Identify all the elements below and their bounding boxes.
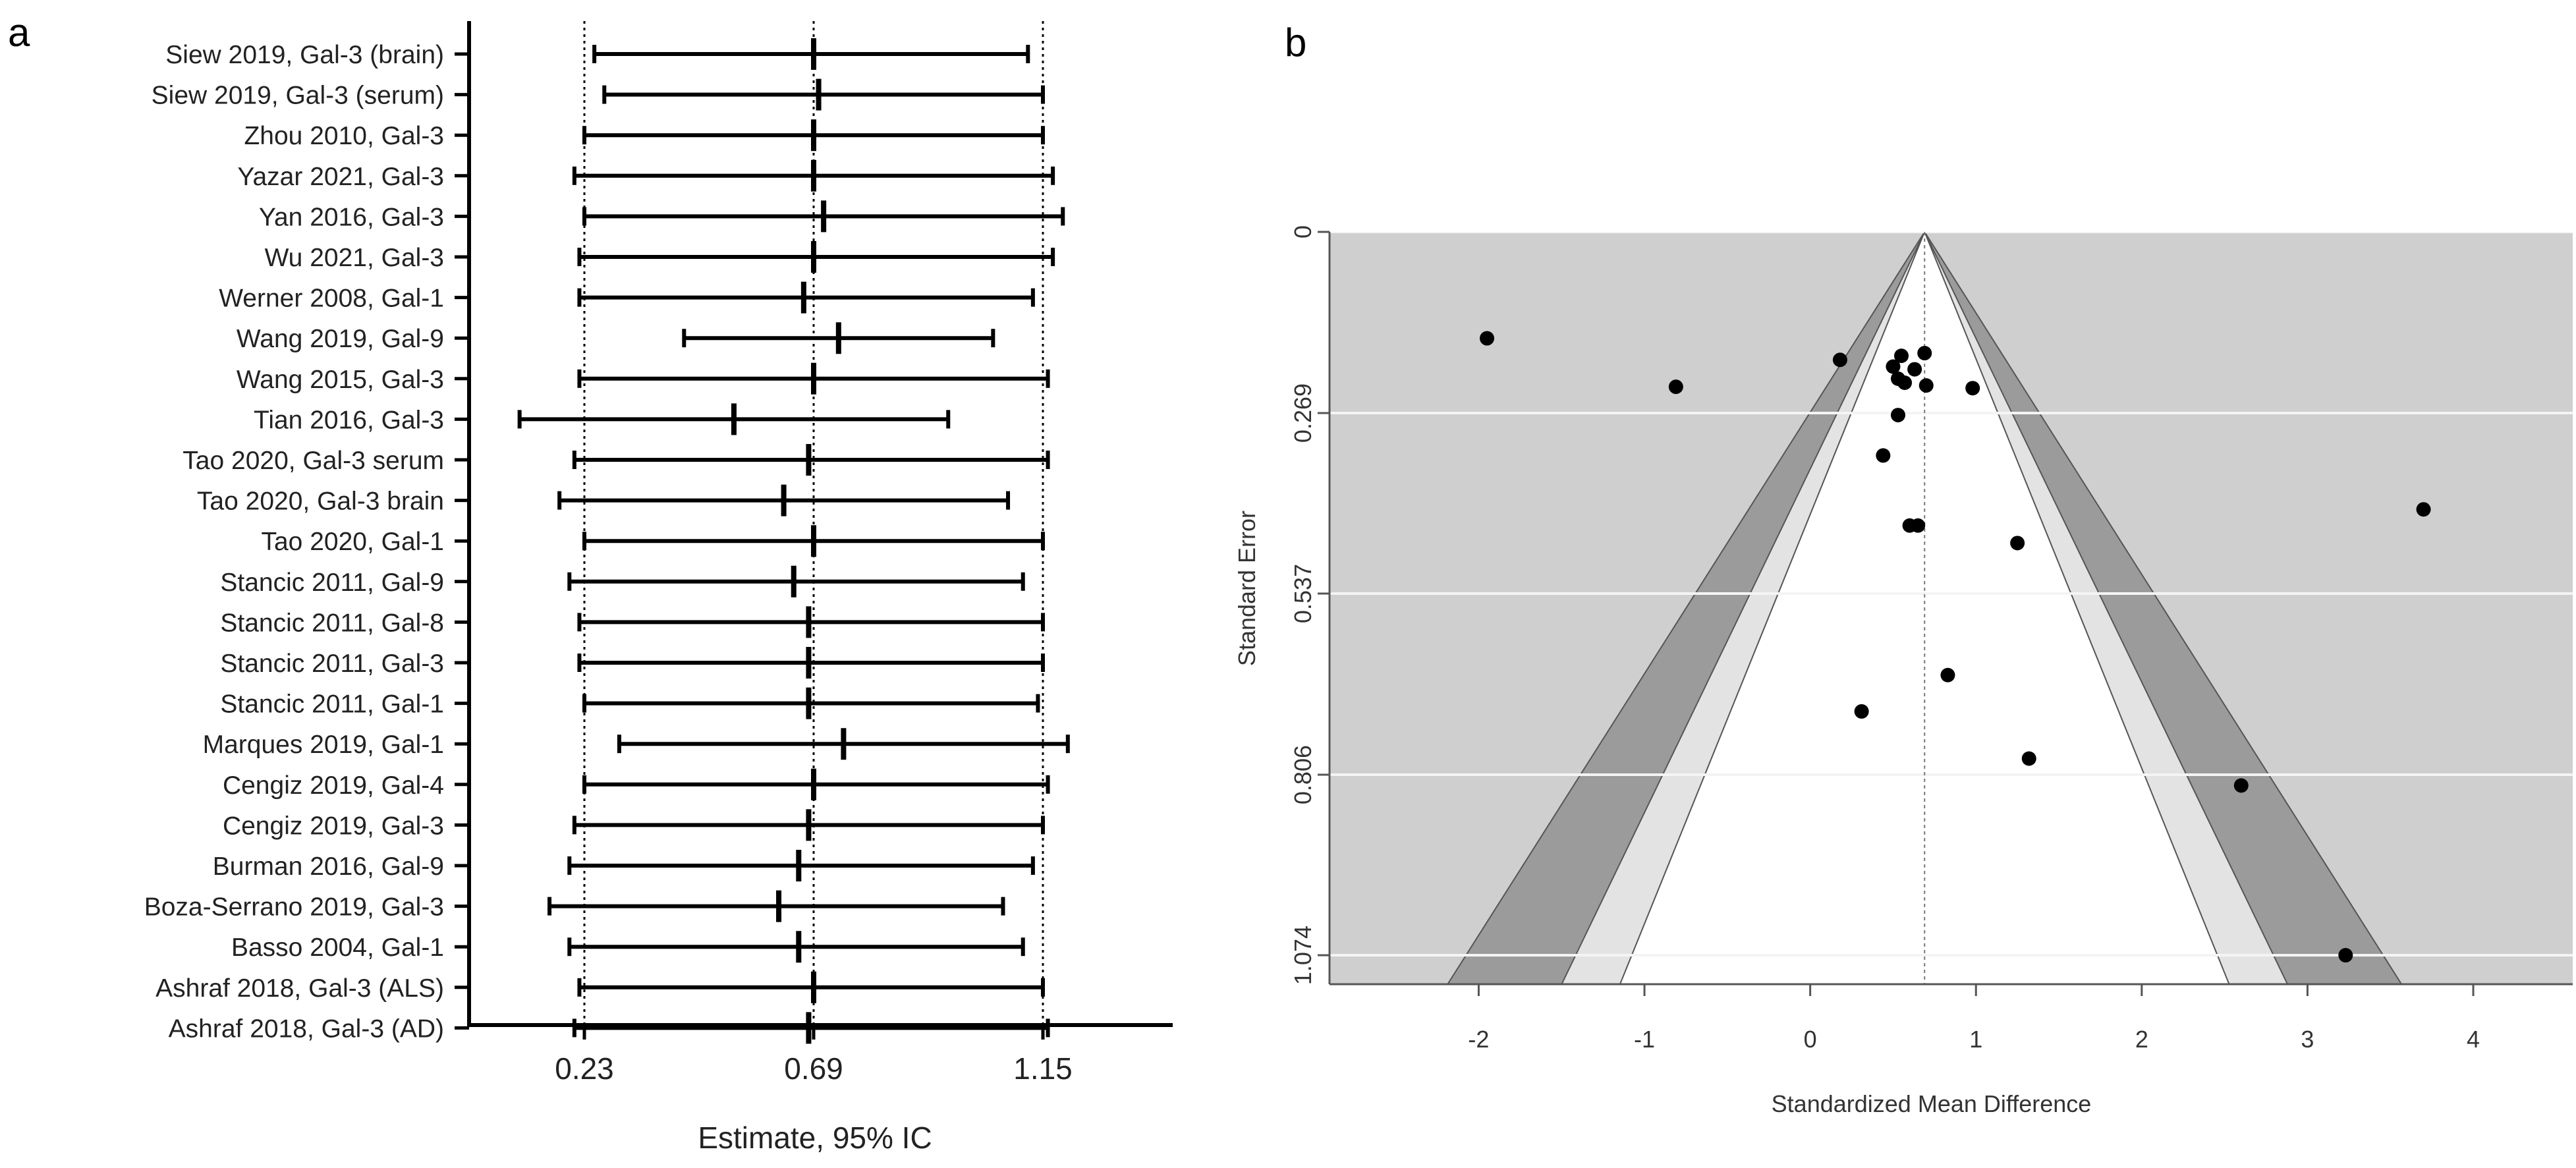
x-tick-label: 4: [2467, 1026, 2480, 1053]
study-label: Tao 2020, Gal-1: [261, 528, 444, 556]
data-point: [1940, 667, 1955, 682]
panel-b-letter: b: [1285, 20, 1306, 65]
x-axis-title: Estimate, 95% IC: [698, 1121, 932, 1155]
funnel-plot: -2 -1 0 1 2 3 4 0 0.269 0.537 0.806 1.074 Standardiz…: [1233, 225, 2573, 1117]
x-tick-label: 1.15: [1013, 1051, 1073, 1086]
data-point: [2233, 778, 2249, 793]
data-point: [1480, 331, 1495, 346]
data-point: [1832, 352, 1847, 368]
data-point: [1911, 518, 1926, 533]
data-point: [1890, 408, 1905, 423]
y-axis-title: Standard Error: [1233, 511, 1260, 666]
data-point: [2010, 536, 2025, 551]
data-point: [1918, 378, 1934, 393]
study-label: Basso 2004, Gal-1: [231, 933, 444, 962]
data-point: [2021, 751, 2036, 766]
study-label: Boza-Serrano 2019, Gal-3: [144, 893, 444, 922]
y-tick-label: 0.806: [1289, 745, 1316, 804]
x-tick-label: 0.23: [555, 1051, 614, 1086]
data-point: [1886, 359, 1901, 374]
y-tick-label: 0.537: [1289, 564, 1316, 623]
data-point: [1876, 448, 1891, 463]
data-point: [1854, 704, 1869, 719]
data-point: [1917, 346, 1932, 361]
study-label: Tao 2020, Gal-3 serum: [182, 447, 444, 475]
study-label: Ashraf 2018, Gal-3 (AD): [169, 1015, 444, 1043]
study-label: Tian 2016, Gal-3: [254, 406, 444, 434]
forest-plot: Siew 2019, Gal-3 (brain) Siew 2019, Gal-3…: [144, 21, 1173, 1155]
data-point: [1907, 362, 1922, 377]
y-tick-label: 1.074: [1289, 926, 1316, 985]
data-point: [1965, 381, 1980, 396]
funnel-plot-area: [1330, 232, 2573, 984]
study-label: Cengiz 2019, Gal-4: [223, 771, 444, 800]
study-label: Burman 2016, Gal-9: [213, 852, 444, 881]
x-tick-label: 0.69: [784, 1051, 843, 1086]
y-tick-label: 0: [1289, 225, 1316, 238]
data-point: [1897, 375, 1913, 391]
x-tick-label: -2: [1468, 1026, 1489, 1053]
study-label: Stancic 2011, Gal-9: [220, 569, 444, 597]
study-label: Yazar 2021, Gal-3: [237, 163, 444, 191]
x-tick-label: -1: [1634, 1026, 1655, 1053]
study-label: Siew 2019, Gal-3 (serum): [152, 82, 444, 110]
study-label: Yan 2016, Gal-3: [259, 203, 444, 231]
data-point: [2338, 948, 2353, 963]
y-tick-label: 0.269: [1289, 383, 1316, 443]
study-label: Tao 2020, Gal-3 brain: [197, 487, 444, 516]
study-label: Cengiz 2019, Gal-3: [223, 812, 444, 840]
data-point: [1668, 379, 1683, 395]
x-tick-label: 2: [2135, 1026, 2148, 1053]
study-label: Wang 2015, Gal-3: [237, 366, 444, 394]
study-label: Werner 2008, Gal-1: [219, 285, 444, 313]
panel-a-letter: a: [8, 11, 30, 55]
study-label: Zhou 2010, Gal-3: [244, 122, 444, 150]
study-label: Wu 2021, Gal-3: [265, 244, 444, 272]
study-label: Ashraf 2018, Gal-3 (ALS): [155, 974, 444, 1003]
study-label: Stancic 2011, Gal-8: [220, 609, 444, 637]
x-tick-label: 1: [1969, 1026, 1982, 1053]
study-label: Stancic 2011, Gal-1: [220, 690, 444, 719]
study-label: Stancic 2011, Gal-3: [220, 650, 444, 678]
study-label: Wang 2019, Gal-9: [237, 325, 444, 353]
study-label: Marques 2019, Gal-1: [203, 731, 444, 759]
x-tick-label: 3: [2301, 1026, 2314, 1053]
x-tick-label: 0: [1804, 1026, 1817, 1053]
study-label: Siew 2019, Gal-3 (brain): [165, 41, 444, 69]
x-axis-title: Standardized Mean Difference: [1772, 1090, 2092, 1117]
data-point: [2416, 502, 2431, 517]
data-point: [1894, 348, 1909, 364]
